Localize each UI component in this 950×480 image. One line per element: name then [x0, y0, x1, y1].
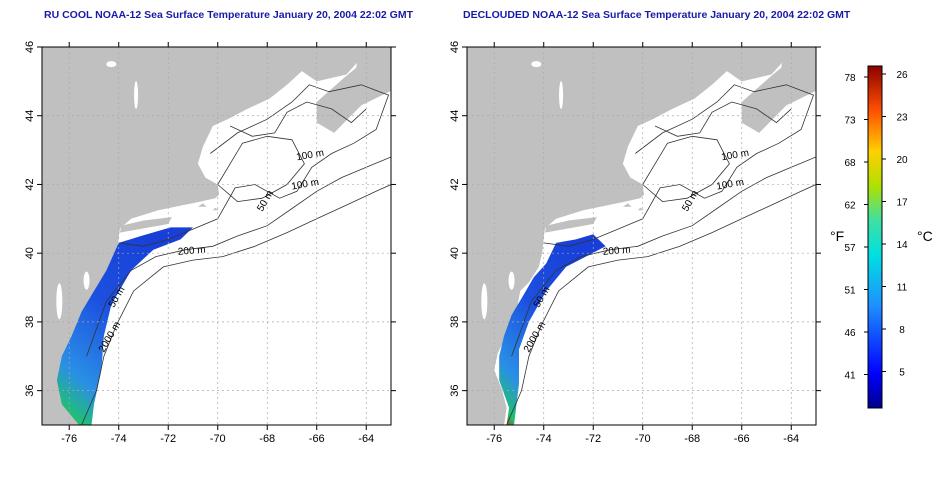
- longitude-tick-label: -66: [734, 433, 750, 445]
- longitude-tick-label: -64: [358, 433, 374, 445]
- temperature-colorbar: 26 23 20 17 14 11 8 5 78 73 68 62 57 51 46 41: [818, 0, 948, 480]
- sst-swath: [56, 227, 194, 425]
- raw-sst-map: 100 m 100 m 50 m 200 m 50 m 2000 m -76 -74 -72 -7…: [0, 0, 420, 480]
- map-frame: [466, 46, 817, 426]
- longitude-tick-label: -74: [536, 433, 552, 445]
- bathymetry-contour: [511, 156, 816, 357]
- fahrenheit-tick-label: 73: [844, 116, 856, 127]
- bathymetry-contour: [81, 184, 391, 425]
- longitude-tick-label: -70: [635, 433, 651, 445]
- bathymetry-contour: [229, 101, 367, 137]
- bathymetry-contour: [217, 135, 305, 203]
- island-land: [212, 207, 219, 211]
- fahrenheit-tick-label: 62: [844, 201, 856, 212]
- delaware-bay: [83, 271, 90, 290]
- fahrenheit-axis-label: °F: [830, 228, 845, 244]
- longitude-tick-label: -68: [684, 433, 700, 445]
- bathymetry-contour: [654, 101, 792, 137]
- bathymetry-contour: [86, 156, 391, 357]
- sst-swath: [499, 234, 606, 425]
- longitude-tick-label: -70: [210, 433, 226, 445]
- fahrenheit-tick-label: 41: [844, 371, 856, 382]
- celsius-tick-label: 23: [896, 113, 908, 124]
- island-land: [637, 207, 644, 211]
- bathymetry-contour: [642, 135, 730, 203]
- celsius-axis-label: °C: [917, 228, 933, 244]
- celsius-tick-label: 17: [896, 198, 908, 209]
- island-land: [622, 203, 632, 207]
- latitude-tick-label: 42: [24, 178, 36, 190]
- map-layers: [42, 47, 391, 425]
- island-land: [197, 203, 207, 207]
- colorbar-canvas: 26 23 20 17 14 11 8 5 78 73 68 62 57 51 46 41: [844, 65, 908, 409]
- chesapeake-bay: [481, 283, 488, 320]
- land-mass: [467, 47, 816, 425]
- contour-label: 100 m: [296, 148, 325, 164]
- latitude-tick-label: 38: [24, 316, 36, 328]
- land-mass: [42, 47, 391, 425]
- contour-label: 100 m: [291, 177, 320, 193]
- longitude-tick-label: -76: [61, 433, 77, 445]
- latitude-tick-label: 46: [24, 41, 36, 53]
- latitude-tick-label: 42: [449, 178, 461, 190]
- celsius-tick-label: 20: [896, 155, 908, 166]
- declouded-sst-map: 100 m 100 m 50 m 200 m 50 m 2000 m -76 -74 -72 -7…: [425, 0, 845, 480]
- latitude-tick-label: 38: [449, 316, 461, 328]
- longitude-tick-label: -74: [111, 433, 127, 445]
- delaware-bay: [508, 271, 515, 290]
- celsius-tick-label: 11: [897, 283, 908, 294]
- fahrenheit-tick-label: 57: [844, 243, 856, 254]
- fahrenheit-tick-label: 68: [844, 158, 856, 169]
- colorbar-gradient: [867, 65, 883, 409]
- contour-label: 200 m: [177, 245, 206, 258]
- latitude-tick-label: 40: [449, 247, 461, 259]
- lake: [531, 61, 542, 68]
- celsius-tick-label: 26: [896, 70, 908, 81]
- latitude-tick-label: 36: [449, 385, 461, 397]
- chesapeake-bay: [56, 283, 63, 320]
- longitude-tick-label: -72: [160, 433, 176, 445]
- lake: [106, 61, 117, 68]
- celsius-tick-label: 5: [899, 368, 905, 379]
- celsius-tick-label: 8: [899, 325, 905, 336]
- fahrenheit-tick-label: 78: [844, 73, 856, 84]
- contour-label: 100 m: [721, 148, 750, 164]
- left-map-title: RU COOL NOAA-12 Sea Surface Temperature …: [44, 9, 414, 21]
- map-frame: [41, 46, 392, 426]
- fahrenheit-tick-label: 51: [844, 286, 856, 297]
- latitude-tick-label: 44: [449, 110, 461, 122]
- longitude-tick-label: -68: [259, 433, 275, 445]
- bathymetry-contour: [118, 84, 390, 247]
- lake: [559, 81, 564, 110]
- contour-label: 200 m: [602, 245, 631, 258]
- celsius-tick-label: 14: [896, 240, 908, 251]
- bathymetry-contour: [506, 184, 816, 425]
- contour-label: 100 m: [716, 177, 745, 193]
- longitude-tick-label: -64: [783, 433, 799, 445]
- lake: [134, 81, 139, 110]
- bathymetry-contour: [543, 84, 815, 247]
- longitude-tick-label: -72: [585, 433, 601, 445]
- long-island-land: [545, 217, 597, 233]
- fahrenheit-tick-label: 46: [844, 328, 856, 339]
- longitude-tick-label: -76: [486, 433, 502, 445]
- map-layers: [467, 47, 816, 425]
- latitude-tick-label: 46: [449, 41, 461, 53]
- latitude-tick-label: 40: [24, 247, 36, 259]
- latitude-tick-label: 44: [24, 110, 36, 122]
- long-island-land: [120, 217, 172, 233]
- right-map-title: DECLOUDED NOAA-12 Sea Surface Temperatur…: [463, 9, 851, 21]
- latitude-tick-label: 36: [24, 385, 36, 397]
- longitude-tick-label: -66: [309, 433, 325, 445]
